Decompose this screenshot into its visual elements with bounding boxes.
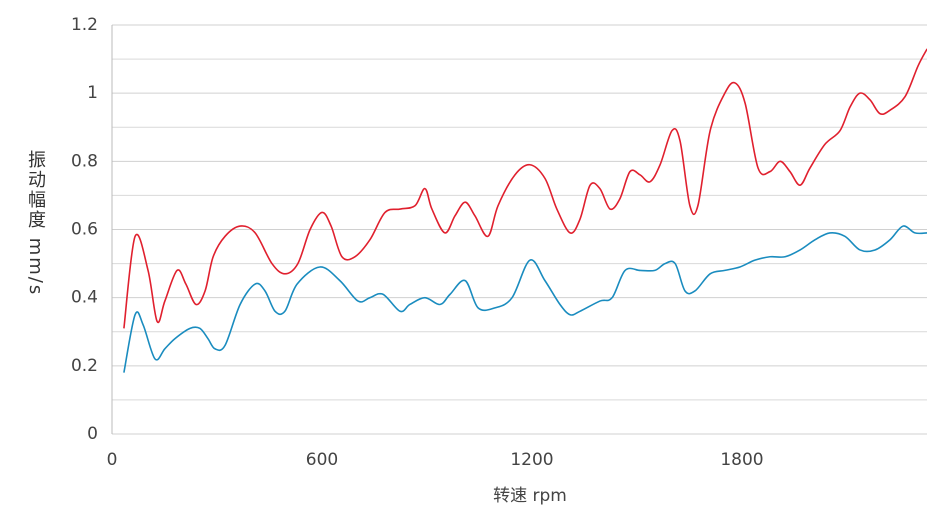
y-tick-label: 1: [87, 83, 98, 103]
y-tick-label: 0.6: [71, 220, 98, 240]
x-tick-label: 1800: [720, 450, 763, 470]
x-tick-label: 600: [306, 450, 338, 470]
y-tick-label: 0: [87, 424, 98, 444]
x-tick-label: 1200: [510, 450, 553, 470]
y-tick-label: 1.2: [71, 15, 98, 35]
y-tick-label: 0.8: [71, 151, 98, 171]
y-tick-label: 0.2: [71, 356, 98, 376]
x-tick-label: 0: [107, 450, 118, 470]
y-tick-label: 0.4: [71, 288, 98, 308]
x-axis-label: 转速 rpm: [493, 486, 567, 506]
data-line: [123, 48, 927, 329]
data-line: [123, 225, 927, 373]
y-axis-label: 振动幅度 mm/s: [25, 150, 46, 297]
